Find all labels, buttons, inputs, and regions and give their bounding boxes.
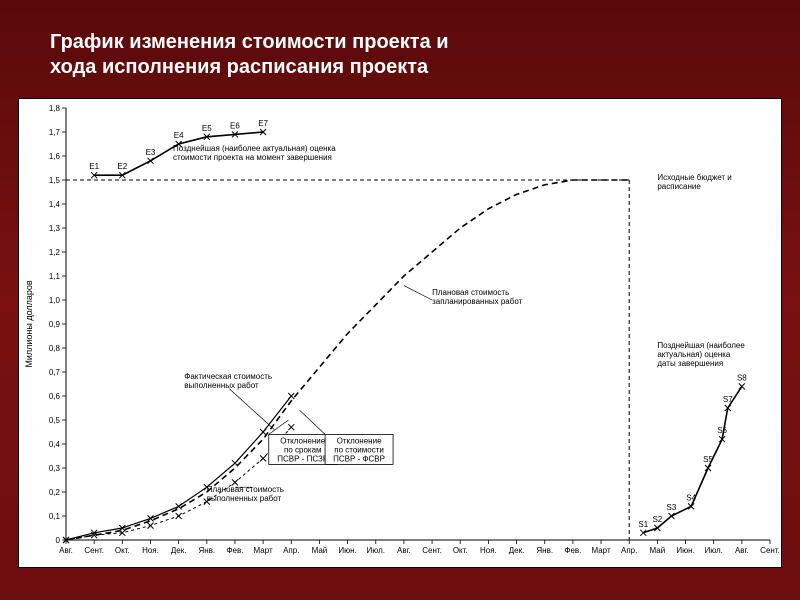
svg-text:S5: S5 (703, 455, 713, 464)
svg-text:1,1: 1,1 (49, 272, 61, 281)
svg-text:Исходные бюджет и: Исходные бюджет и (657, 173, 731, 182)
svg-text:запланированных работ: запланированных работ (432, 297, 523, 306)
svg-text:S2: S2 (652, 515, 662, 524)
svg-text:1,4: 1,4 (49, 200, 61, 209)
svg-text:стоимости проекта на момент за: стоимости проекта на момент завершения (173, 153, 332, 162)
svg-text:выполненных работ: выполненных работ (207, 494, 282, 503)
svg-text:Июн.: Июн. (676, 546, 694, 555)
svg-text:ПСВР - ПСЗР: ПСВР - ПСЗР (277, 454, 328, 463)
svg-text:актуальная) оценка: актуальная) оценка (657, 350, 731, 359)
svg-text:Дек.: Дек. (509, 546, 525, 555)
svg-text:Сент.: Сент. (422, 546, 442, 555)
svg-text:выполненных работ: выполненных работ (184, 381, 259, 390)
svg-text:Позднейшая (наиболее: Позднейшая (наиболее (657, 341, 745, 350)
svg-text:ПСВР - ФСВР: ПСВР - ФСВР (333, 454, 385, 463)
svg-text:Позднейшая (наиболее актуальна: Позднейшая (наиболее актуальная) оценка (173, 144, 336, 153)
chart-container: 0 0,1 0,2 0,3 0,4 0,5 0,6 0,7 0,8 0,9 1,0 1,1 1,2 1,3… (18, 98, 782, 568)
svg-text:S3: S3 (667, 503, 677, 512)
svg-text:0,8: 0,8 (49, 344, 61, 353)
svg-text:E6: E6 (230, 121, 240, 130)
svg-text:Июл.: Июл. (367, 546, 385, 555)
svg-text:Ноя.: Ноя. (480, 546, 497, 555)
svg-text:Фев.: Фев. (564, 546, 581, 555)
svg-text:Дек.: Дек. (171, 546, 187, 555)
svg-text:Авг.: Авг. (59, 546, 73, 555)
svg-text:E1: E1 (89, 162, 99, 171)
svg-text:0,7: 0,7 (49, 368, 61, 377)
svg-text:S8: S8 (737, 373, 747, 382)
svg-text:Янв.: Янв. (198, 546, 215, 555)
svg-text:0: 0 (56, 536, 61, 545)
svg-text:1,8: 1,8 (49, 104, 61, 113)
svg-text:0,4: 0,4 (49, 440, 61, 449)
svg-text:1,3: 1,3 (49, 224, 61, 233)
svg-text:1,5: 1,5 (49, 176, 61, 185)
slide: График изменения стоимости проекта и ход… (0, 0, 800, 600)
svg-text:Июл.: Июл. (704, 546, 722, 555)
svg-text:0,9: 0,9 (49, 320, 61, 329)
svg-text:Апр.: Апр. (283, 546, 299, 555)
svg-text:Плановая стоимость: Плановая стоимость (207, 485, 284, 494)
svg-text:по стоимости: по стоимости (334, 445, 384, 454)
svg-text:Сент.: Сент. (760, 546, 780, 555)
svg-text:Авг.: Авг. (397, 546, 411, 555)
svg-text:E7: E7 (258, 119, 268, 128)
svg-text:Апр.: Апр. (621, 546, 637, 555)
svg-text:1,7: 1,7 (49, 128, 61, 137)
title-line-2: хода исполнения расписания проекта (50, 56, 428, 78)
svg-text:Отклонение: Отклонение (337, 436, 382, 445)
cost-schedule-chart: 0 0,1 0,2 0,3 0,4 0,5 0,6 0,7 0,8 0,9 1,0 1,1 1,2 1,3… (18, 98, 782, 568)
svg-text:Ноя.: Ноя. (142, 546, 159, 555)
svg-text:E3: E3 (146, 148, 156, 157)
svg-text:Янв.: Янв. (536, 546, 553, 555)
svg-text:Март: Март (591, 546, 610, 555)
svg-text:0,3: 0,3 (49, 464, 61, 473)
svg-text:Май: Май (650, 546, 666, 555)
svg-text:0,2: 0,2 (49, 488, 61, 497)
svg-text:S4: S4 (686, 493, 696, 502)
svg-text:Отклонение: Отклонение (280, 436, 325, 445)
svg-text:0,1: 0,1 (49, 512, 61, 521)
svg-text:Окт.: Окт. (115, 546, 130, 555)
svg-text:Сент.: Сент. (84, 546, 104, 555)
svg-text:0,6: 0,6 (49, 392, 61, 401)
svg-text:S1: S1 (638, 520, 648, 529)
svg-text:даты завершения: даты завершения (657, 359, 723, 368)
svg-text:Миллионы долларов: Миллионы долларов (24, 280, 34, 368)
svg-text:Март: Март (254, 546, 273, 555)
svg-text:Май: Май (312, 546, 328, 555)
svg-text:Авг.: Авг. (735, 546, 749, 555)
svg-text:Плановая стоимость: Плановая стоимость (432, 288, 509, 297)
svg-text:Фактическая стоимость: Фактическая стоимость (184, 372, 272, 381)
svg-text:S6: S6 (717, 426, 727, 435)
svg-text:E2: E2 (117, 162, 127, 171)
slide-title: График изменения стоимости проекта и ход… (50, 30, 750, 80)
svg-text:E5: E5 (202, 124, 212, 133)
svg-text:E4: E4 (174, 131, 184, 140)
svg-text:Июн.: Июн. (338, 546, 356, 555)
svg-text:S7: S7 (723, 395, 733, 404)
svg-text:Фев.: Фев. (226, 546, 243, 555)
title-line-1: График изменения стоимости проекта и (50, 31, 449, 53)
svg-text:1,6: 1,6 (49, 152, 61, 161)
svg-text:расписание: расписание (657, 182, 701, 191)
svg-text:по срокам: по срокам (284, 445, 322, 454)
svg-text:0,5: 0,5 (49, 416, 61, 425)
svg-text:1,0: 1,0 (49, 296, 61, 305)
svg-text:Окт.: Окт. (453, 546, 468, 555)
svg-text:1,2: 1,2 (49, 248, 61, 257)
